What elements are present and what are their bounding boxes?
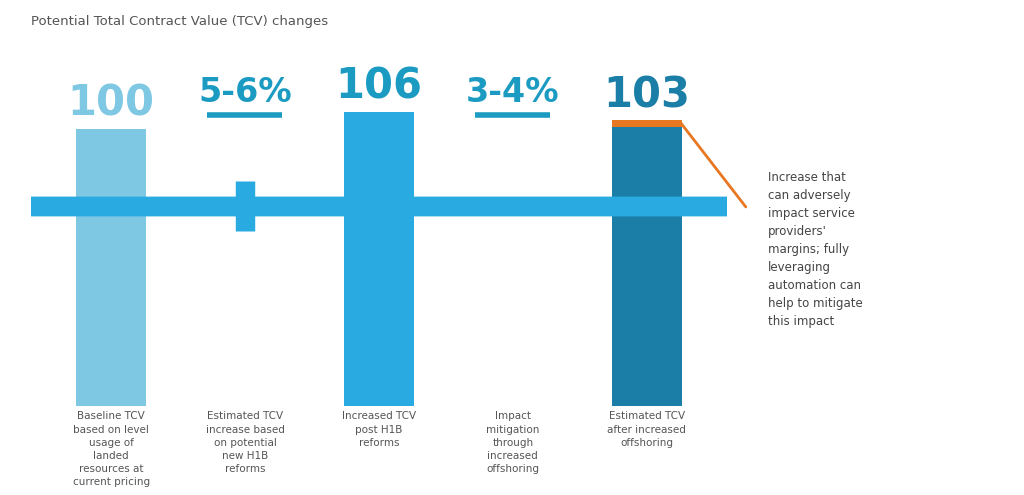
- Text: Estimated TCV
after increased
offshoring: Estimated TCV after increased offshoring: [607, 411, 686, 448]
- Text: 103: 103: [603, 74, 690, 116]
- Text: 100: 100: [68, 83, 155, 125]
- Text: Estimated TCV
increase based
on potential
new H1B
reforms: Estimated TCV increase based on potentia…: [206, 411, 285, 474]
- Bar: [612, 120, 682, 127]
- Text: Increased TCV
post H1B
reforms: Increased TCV post H1B reforms: [342, 411, 416, 448]
- Bar: [344, 112, 414, 406]
- Text: 5-6%: 5-6%: [199, 76, 292, 109]
- Text: Baseline TCV
based on level
usage of
landed
resources at
current pricing: Baseline TCV based on level usage of lan…: [73, 411, 150, 488]
- Text: Increase that
can adversely
impact service
providers'
margins; fully
leveraging
: Increase that can adversely impact servi…: [768, 171, 863, 329]
- Text: Potential Total Contract Value (TCV) changes: Potential Total Contract Value (TCV) cha…: [31, 15, 328, 28]
- Bar: [76, 129, 145, 406]
- Bar: [612, 120, 682, 406]
- Text: 3-4%: 3-4%: [466, 76, 559, 109]
- Text: 106: 106: [336, 66, 422, 108]
- Text: Impact
mitigation
through
increased
offshoring: Impact mitigation through increased offs…: [486, 411, 540, 474]
